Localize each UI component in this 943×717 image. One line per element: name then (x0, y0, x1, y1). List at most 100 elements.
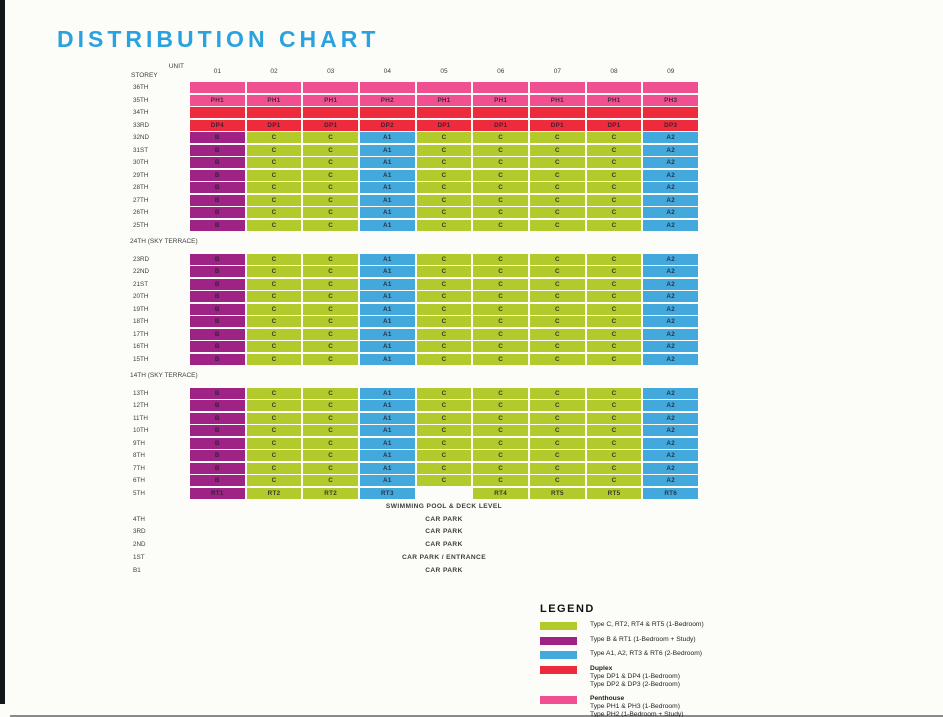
sky-terrace-label: 24TH (SKY TERRACE) (130, 237, 198, 245)
unit-cell: C (530, 219, 585, 231)
storey-label: 15TH (133, 355, 149, 363)
unit-cell: DP1 (473, 119, 529, 131)
storey-label: 22ND (133, 268, 150, 275)
unit-cell: A1 (360, 182, 415, 193)
unit-cell: C (530, 207, 585, 218)
table-row: 34TH (130, 107, 699, 118)
unit-cell: C (473, 303, 529, 315)
unit-cell: B (190, 266, 245, 277)
unit-cell: C (303, 266, 359, 277)
unit-cell: A1 (360, 207, 415, 218)
unit-cell: PH1 (246, 94, 302, 106)
unit-cell: C (303, 387, 359, 399)
unit-cell: C (530, 316, 585, 327)
legend-swatch (540, 651, 577, 659)
legend-item: Duplex Type DP1 & DP4 (1-Bedroom) Type DP2… (540, 665, 795, 690)
unit-cell: B (190, 341, 245, 352)
unit-cell: A2 (643, 400, 699, 411)
legend-item: Type A1, A2, RT3 & RT6 (2-Bedroom) (540, 650, 795, 659)
unit-cell: A1 (360, 412, 415, 424)
unit-cell: C (303, 207, 359, 218)
unit-cell: C (303, 144, 359, 156)
table-row: 5TH RT1 RT2 RT2 RT3 RT4 RT5 RT5 RT6 (130, 487, 699, 499)
unit-cell: C (246, 425, 302, 436)
unit-cell: C (416, 182, 472, 193)
unit-cell: C (586, 194, 642, 206)
unit-cell: A2 (643, 194, 699, 206)
unit-cell: A2 (643, 266, 699, 277)
storey-label: 25TH (133, 221, 149, 229)
unit-cell: C (246, 387, 302, 399)
unit-cell: C (473, 425, 529, 436)
unit-cell: A2 (643, 316, 699, 327)
unit-cell: B (190, 219, 245, 231)
unit-cell (643, 107, 699, 118)
unit-cell: PH3 (643, 94, 699, 106)
table-row: 20TH B C C A1 C C C C A2 (130, 291, 699, 302)
row-cells: B C C A1 C C C C A2 (190, 412, 699, 424)
unit-cell: C (303, 219, 359, 231)
unit-cell: C (473, 207, 529, 218)
unit-cell: DP2 (360, 119, 415, 131)
unit-cell: C (586, 412, 642, 424)
unit-cell: A1 (360, 437, 415, 449)
unit-cell: C (530, 144, 585, 156)
unit-cell: C (473, 132, 529, 143)
storey-label: 9TH (133, 439, 145, 447)
unit-column-header: 03 (327, 67, 335, 75)
unit-cell: C (303, 303, 359, 315)
table-row: 30TH B C C A1 C C C C A2 (130, 157, 699, 168)
scan-edge-strip (0, 0, 5, 704)
unit-cell: C (530, 253, 585, 265)
legend-item: Type C, RT2, RT4 & RT5 (1-Bedroom) (540, 621, 795, 630)
row-cells: B C C A1 C C C C A2 (190, 341, 699, 352)
unit-cell: C (416, 341, 472, 352)
unit-cell: C (303, 169, 359, 181)
unit-cell: PH1 (530, 94, 585, 106)
unit-cell: C (246, 207, 302, 218)
unit-cell: A1 (360, 266, 415, 277)
unit-cell: DP4 (190, 119, 245, 131)
unit-cell: RT5 (586, 487, 642, 499)
legend-swatch (540, 695, 577, 704)
unit-cell: C (416, 412, 472, 424)
unit-cell: C (586, 169, 642, 181)
unit-cell: C (416, 450, 472, 461)
unit-column-header: 06 (497, 67, 505, 75)
unit-cell (190, 82, 245, 93)
unit-cell (473, 82, 529, 93)
unit-cell: C (416, 194, 472, 206)
unit-cell: C (530, 266, 585, 277)
unit-cell: C (246, 144, 302, 156)
storey-label: 34TH (133, 109, 149, 116)
unit-cell: C (530, 437, 585, 449)
unit-cell: DP3 (643, 119, 699, 131)
unit-cell: A2 (643, 328, 699, 340)
unit-cell: DP1 (416, 119, 472, 131)
unit-cell: C (473, 353, 529, 365)
table-row: 19TH B C C A1 C C C C A2 (130, 303, 699, 315)
unit-cell: C (530, 328, 585, 340)
unit-column-header: 09 (667, 67, 675, 75)
unit-cell: C (586, 462, 642, 474)
unit-cell (473, 107, 529, 118)
storey-label: 26TH (133, 209, 149, 216)
unit-cell: B (190, 400, 245, 411)
unit-cell: B (190, 462, 245, 474)
storey-label: 19TH (133, 305, 149, 313)
unit-cell: C (473, 328, 529, 340)
unit-cell: C (246, 132, 302, 143)
unit-cell: A1 (360, 278, 415, 290)
storey-label: 6TH (133, 477, 145, 484)
unit-cell: RT4 (473, 487, 529, 499)
unit-cell: A2 (643, 387, 699, 399)
unit-cell: B (190, 157, 245, 168)
unit-cell (416, 82, 472, 93)
unit-cell: C (530, 278, 585, 290)
legend-title: LEGEND (540, 603, 595, 615)
page-title: DISTRIBUTION CHART (57, 26, 380, 52)
table-row: 28TH B C C A1 C C C C A2 (130, 182, 699, 193)
unit-cell: DP1 (586, 119, 642, 131)
unit-cell: C (586, 182, 642, 193)
unit-cell: C (530, 450, 585, 461)
